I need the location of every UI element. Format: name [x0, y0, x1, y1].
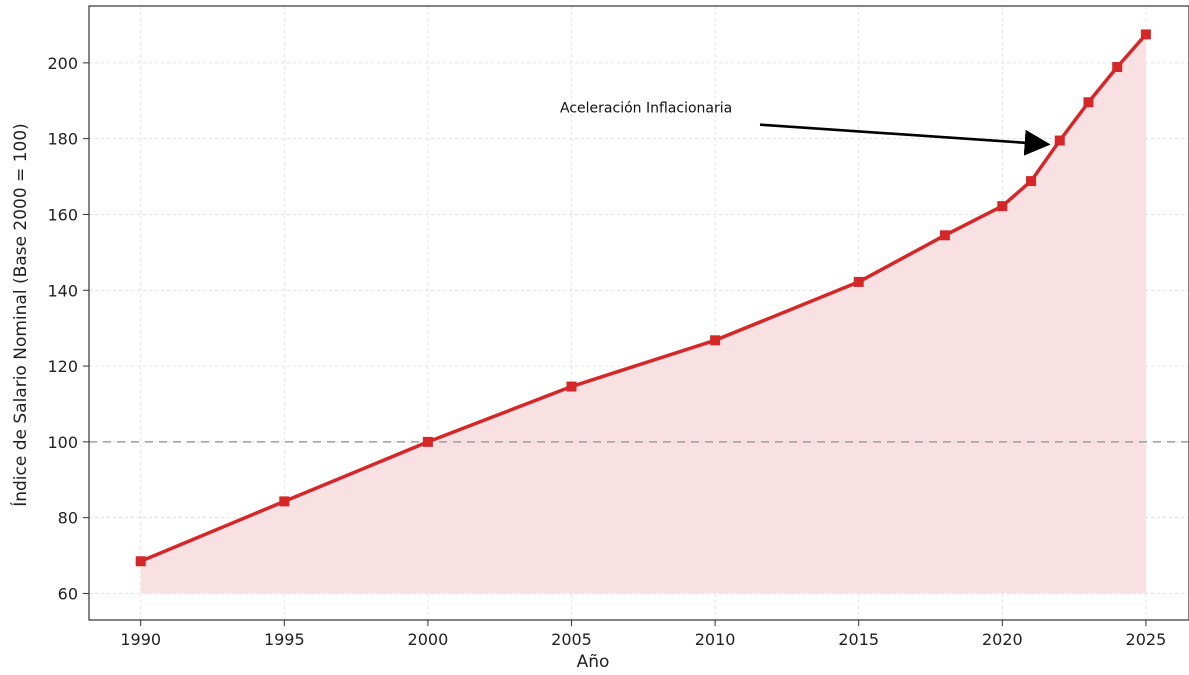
y-tick-label: 100 [47, 433, 78, 452]
data-point-2022 [1054, 135, 1065, 146]
y-tick-label: 80 [58, 509, 78, 528]
data-point-2018 [939, 230, 950, 241]
x-tick-label: 1990 [120, 630, 161, 649]
data-point-2025 [1140, 29, 1151, 40]
area-fill-shape [140, 34, 1146, 594]
annotation-arrow [759, 123, 1051, 156]
x-tick-label: 1995 [264, 630, 305, 649]
x-tick-label: 2025 [1126, 630, 1167, 649]
data-point-2024 [1112, 62, 1123, 73]
y-tick-label: 140 [47, 281, 78, 300]
data-point-2015 [853, 276, 864, 287]
y-tick-label: 120 [47, 357, 78, 376]
annotation-text: Aceleración Inflacionaria [560, 101, 732, 117]
data-point-2020 [997, 201, 1008, 212]
data-point-2010 [710, 335, 721, 346]
x-axis-ticks: 1990 1995 2000 2005 2010 2015 2020 2025 [120, 620, 1166, 649]
annotation: Aceleración Inflacionaria [560, 101, 1051, 156]
x-tick-label: 2020 [982, 630, 1023, 649]
x-tick-label: 2010 [695, 630, 736, 649]
data-point-1995 [279, 496, 290, 507]
data-point-2023 [1083, 97, 1094, 108]
y-tick-label: 60 [58, 584, 78, 603]
x-tick-label: 2015 [838, 630, 879, 649]
y-axis-label: Índice de Salario Nominal (Base 2000 = 1… [9, 123, 31, 507]
x-axis-label: Año [577, 652, 610, 672]
x-tick-label: 2005 [551, 630, 592, 649]
data-markers [135, 29, 1151, 567]
data-point-2021 [1026, 176, 1037, 187]
plot-frame [88, 5, 1189, 621]
y-axis-ticks: 60 80 100 120 140 160 180 200 [47, 54, 89, 603]
data-point-1990 [135, 556, 146, 567]
data-point-2005 [566, 381, 577, 392]
data-point-2000 [422, 436, 433, 447]
y-tick-label: 160 [47, 205, 78, 224]
y-tick-label: 200 [47, 54, 78, 73]
area-fill [140, 34, 1146, 594]
y-tick-label: 180 [47, 130, 78, 149]
x-tick-label: 2000 [408, 630, 449, 649]
